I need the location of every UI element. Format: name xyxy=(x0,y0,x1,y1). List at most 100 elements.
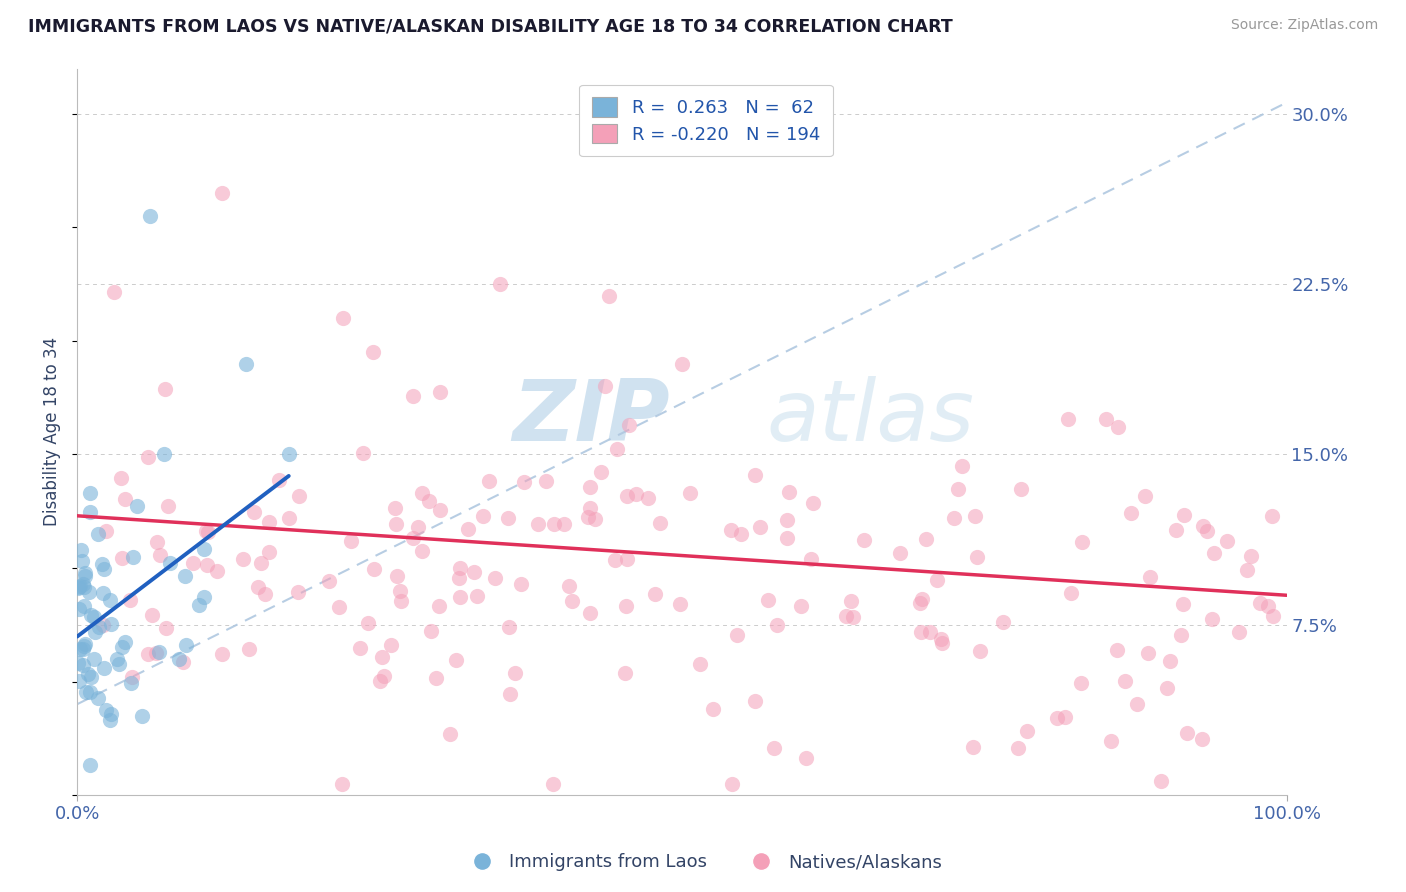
Point xyxy=(1159,654,1181,668)
Point xyxy=(1107,420,1129,434)
Point xyxy=(744,693,766,707)
Point xyxy=(253,587,276,601)
Point xyxy=(96,524,118,538)
Point xyxy=(617,418,640,433)
Point xyxy=(114,491,136,506)
Point xyxy=(368,673,391,688)
Point xyxy=(1202,547,1225,561)
Point xyxy=(478,474,501,488)
Point xyxy=(93,562,115,576)
Point xyxy=(363,562,385,576)
Point xyxy=(136,647,159,661)
Point xyxy=(120,592,142,607)
Point xyxy=(471,509,494,524)
Point xyxy=(489,277,512,292)
Point xyxy=(176,638,198,652)
Point xyxy=(67,656,90,670)
Point xyxy=(496,511,519,525)
Point xyxy=(484,571,506,585)
Text: atlas: atlas xyxy=(766,376,974,458)
Point xyxy=(776,513,799,527)
Point xyxy=(678,486,700,500)
Point xyxy=(439,727,461,741)
Point xyxy=(69,578,91,592)
Point xyxy=(911,592,934,607)
Point xyxy=(380,638,402,652)
Point xyxy=(1173,597,1195,611)
Point xyxy=(69,543,91,558)
Point xyxy=(579,606,602,620)
Point xyxy=(931,636,953,650)
Point xyxy=(509,576,531,591)
Point xyxy=(1192,519,1215,533)
Point xyxy=(100,707,122,722)
Point xyxy=(1201,611,1223,625)
Point xyxy=(1010,483,1032,497)
Point xyxy=(148,644,170,658)
Point xyxy=(578,501,600,516)
Point xyxy=(763,741,786,756)
Point xyxy=(411,486,433,500)
Point xyxy=(842,610,865,624)
Point xyxy=(1094,412,1116,426)
Point xyxy=(908,595,931,609)
Point xyxy=(406,520,429,534)
Point xyxy=(1071,535,1094,549)
Point xyxy=(963,508,986,523)
Point xyxy=(1261,509,1284,524)
Point xyxy=(1240,549,1263,564)
Point xyxy=(598,288,620,302)
Point xyxy=(1126,697,1149,711)
Point xyxy=(79,758,101,772)
Point xyxy=(155,621,177,635)
Point xyxy=(138,209,160,223)
Point xyxy=(1007,741,1029,756)
Point xyxy=(100,616,122,631)
Point xyxy=(1053,710,1076,724)
Point xyxy=(583,512,606,526)
Text: ZIP: ZIP xyxy=(513,376,671,458)
Point xyxy=(278,511,301,525)
Point xyxy=(800,551,823,566)
Point xyxy=(332,311,354,326)
Point xyxy=(449,590,471,604)
Point xyxy=(776,531,799,545)
Point xyxy=(94,703,117,717)
Point xyxy=(966,550,988,565)
Point xyxy=(730,526,752,541)
Point xyxy=(174,568,197,582)
Point xyxy=(1114,673,1136,688)
Point xyxy=(120,675,142,690)
Point xyxy=(67,673,90,688)
Point xyxy=(287,585,309,599)
Point xyxy=(153,382,176,396)
Point xyxy=(93,660,115,674)
Point xyxy=(1197,524,1219,538)
Point xyxy=(579,480,602,494)
Point xyxy=(614,599,637,614)
Point xyxy=(942,511,965,525)
Point xyxy=(444,653,467,667)
Point xyxy=(79,685,101,699)
Point xyxy=(172,655,194,669)
Point xyxy=(77,584,100,599)
Point xyxy=(801,496,824,510)
Point xyxy=(671,357,693,371)
Point xyxy=(84,625,107,640)
Point xyxy=(463,565,485,579)
Point xyxy=(328,599,350,614)
Point xyxy=(269,473,291,487)
Point xyxy=(766,618,789,632)
Point xyxy=(247,580,270,594)
Point xyxy=(288,489,311,503)
Point xyxy=(69,642,91,657)
Point xyxy=(758,593,780,607)
Point xyxy=(205,564,228,578)
Point xyxy=(561,594,583,608)
Point xyxy=(235,357,257,371)
Point xyxy=(644,587,666,601)
Point xyxy=(1060,586,1083,600)
Point xyxy=(1236,563,1258,577)
Point xyxy=(318,574,340,589)
Point xyxy=(357,615,380,630)
